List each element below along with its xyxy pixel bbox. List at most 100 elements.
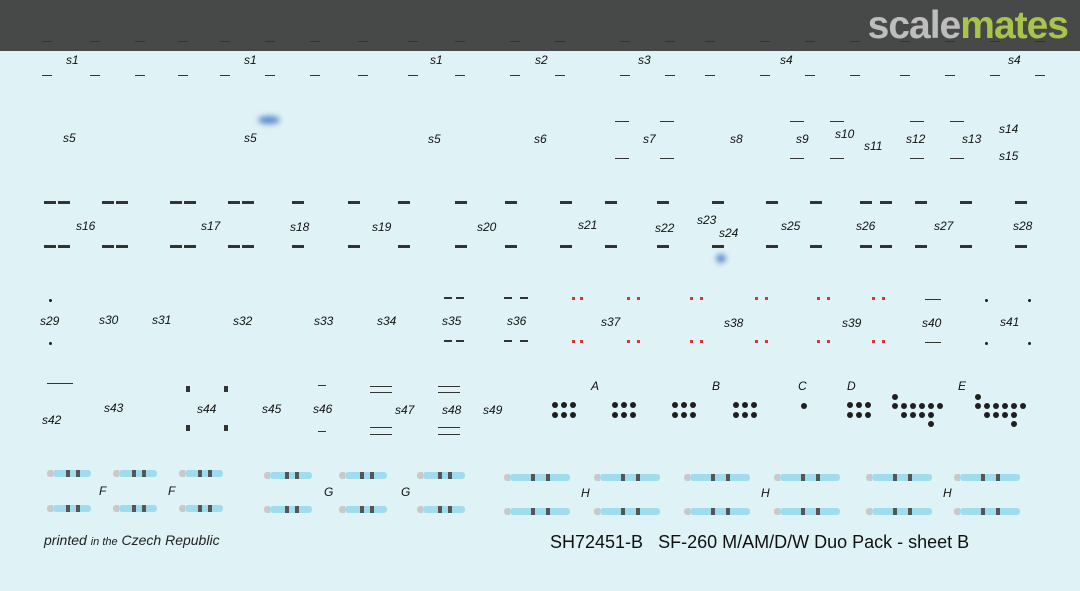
roundel-dot [552, 412, 558, 418]
stripe-decal [504, 508, 570, 515]
roundel-dot [612, 402, 618, 408]
stripe-marker [207, 505, 212, 512]
roundel-dot [865, 402, 871, 408]
decal-mark [657, 201, 669, 204]
decal-mark [438, 392, 460, 393]
decal-mark [135, 75, 145, 76]
roundel-dot [901, 403, 907, 409]
label-s37: s37 [601, 315, 621, 329]
country-name: Czech Republic [121, 532, 220, 548]
decal-mark [358, 41, 368, 42]
label-s26: s26 [856, 219, 876, 233]
decal-mark [555, 75, 565, 76]
decal-mark [880, 201, 892, 204]
stripe-marker [996, 474, 1000, 481]
stripe-decal [339, 472, 387, 479]
label-s18: s18 [290, 220, 310, 234]
decal-mark [915, 201, 927, 204]
label-s10: s10 [835, 127, 855, 141]
decal-mark [620, 41, 630, 42]
stripe-decal [954, 508, 1020, 515]
printed-note: printed in the Czech Republic [44, 532, 220, 548]
red-mark [817, 297, 820, 300]
stripe-decal [774, 508, 840, 515]
stripe-marker [908, 474, 912, 481]
label-H: H [761, 486, 770, 500]
roundel-dot [910, 403, 916, 409]
decal-dot [1028, 299, 1031, 302]
decal-mark [520, 297, 528, 299]
decal-mark [438, 434, 460, 435]
stripe-marker [711, 474, 715, 481]
decal-mark [102, 245, 114, 248]
decal-mark [184, 201, 196, 204]
red-mark [580, 297, 583, 300]
roundel-dot [630, 412, 636, 418]
decal-mark [265, 75, 275, 76]
decal-mark [560, 245, 572, 248]
decal-mark [438, 386, 460, 387]
red-mark [882, 340, 885, 343]
stripe-marker [996, 508, 1000, 515]
label-s39: s39 [842, 316, 862, 330]
label-s34: s34 [377, 314, 397, 328]
decal-mark [444, 297, 452, 299]
decal-mark [620, 75, 630, 76]
decal-mark [830, 158, 844, 159]
roundel-dot [733, 412, 739, 418]
roundel-dot [865, 412, 871, 418]
decal-mark [555, 41, 565, 42]
decal-mark [860, 245, 872, 248]
roundel-dot [612, 412, 618, 418]
decal-mark [310, 75, 320, 76]
label-s24: s24 [719, 226, 739, 240]
label-s14: s14 [999, 122, 1019, 136]
label-s42: s42 [42, 413, 62, 427]
label-s13: s13 [962, 132, 982, 146]
stripe-marker [531, 508, 535, 515]
stripe-marker [448, 506, 453, 513]
decal-mark [186, 425, 190, 431]
decal-mark [505, 201, 517, 204]
roundel-dot [856, 412, 862, 418]
stripe-decal [684, 508, 750, 515]
decal-mark [510, 75, 520, 76]
decal-mark [960, 201, 972, 204]
decal-mark [560, 201, 572, 204]
red-mark [827, 340, 830, 343]
label-D: D [847, 379, 856, 393]
stripe-marker [198, 505, 203, 512]
stripe-marker [531, 474, 535, 481]
decal-mark [504, 297, 512, 299]
label-s2: s2 [535, 53, 548, 67]
roundel-dot [561, 412, 567, 418]
label-F: F [168, 484, 176, 498]
roundel-dot [742, 412, 748, 418]
decal-mark [660, 158, 674, 159]
roundel-dot [993, 412, 999, 418]
decal-mark [135, 41, 145, 42]
roundel-dot [1011, 412, 1017, 418]
red-mark [872, 297, 875, 300]
decal-dot [1028, 342, 1031, 345]
label-s3: s3 [638, 53, 651, 67]
decal-mark [178, 41, 188, 42]
decal-mark [42, 75, 52, 76]
red-mark [755, 297, 758, 300]
decal-mark [960, 245, 972, 248]
stripe-marker [359, 472, 364, 479]
label-H: H [581, 486, 590, 500]
roundel-dot [892, 394, 898, 400]
decal-mark [950, 158, 964, 159]
label-s43: s43 [104, 401, 124, 415]
decal-mark [348, 201, 360, 204]
label-s1: s1 [66, 53, 79, 67]
decal-mark [455, 41, 465, 42]
roundel-dot [928, 421, 934, 427]
stripe-decal [417, 472, 465, 479]
decal-mark [945, 41, 955, 42]
decal-mark [510, 41, 520, 42]
stripe-decal [594, 508, 660, 515]
decal-mark [925, 299, 941, 300]
decal-mark [766, 201, 778, 204]
